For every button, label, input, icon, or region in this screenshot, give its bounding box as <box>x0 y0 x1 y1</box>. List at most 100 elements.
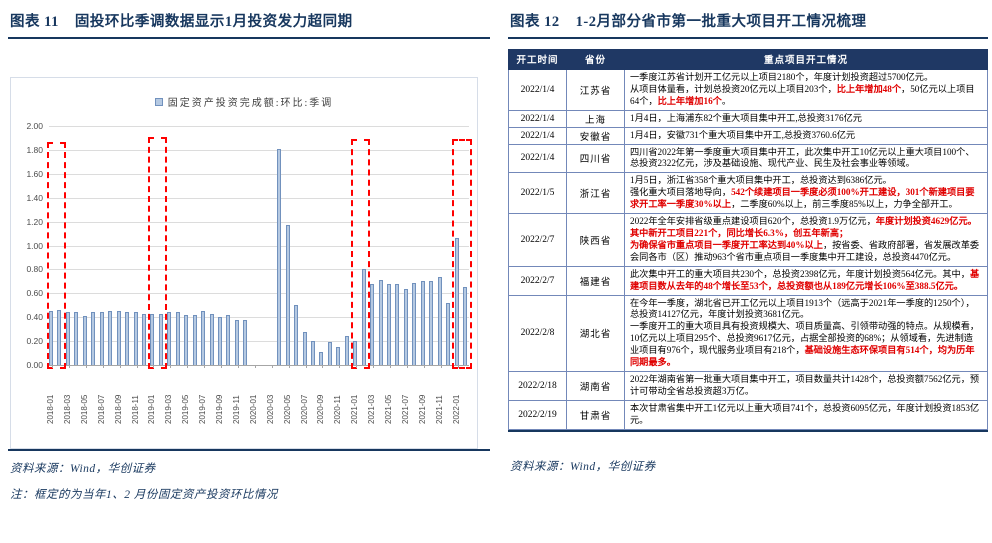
x-axis-tick <box>373 365 375 368</box>
figure-11-note: 注：框定的为当年1、2 月份固定资产投资环比情况 <box>10 489 278 501</box>
jan-feb-highlight-box <box>350 139 371 369</box>
bar <box>201 311 206 365</box>
detail-text: 此次集中开工的重大项目共230个，总投资2398亿元，年度计划投资564亿元。其… <box>630 268 970 279</box>
x-axis-tick-label: 2021-07 <box>400 394 410 424</box>
figure-11-label: 图表 11 <box>10 14 59 30</box>
x-axis-tick <box>390 365 391 368</box>
highlighted-text: 基础设施生态环保项目有514个，均为历年同期最多。 <box>630 345 975 368</box>
highlighted-text: 基建项目数从去年的48个增长至53个，总投资额也从189亿元增长106%至388… <box>630 268 980 291</box>
figure-12-bottom-rule <box>508 429 988 432</box>
cell-province: 福建省 <box>566 265 625 296</box>
gridline <box>49 269 469 271</box>
x-axis-tick <box>153 365 155 368</box>
figure-11-bottom-rule <box>8 449 490 451</box>
cell-province: 江苏省 <box>566 69 625 111</box>
y-axis-tick-label: 0.80 <box>26 264 43 275</box>
detail-paragraph: 1月4日，上海浦东82个重大项目集中开工,总投资3176亿元 <box>630 113 982 125</box>
bar <box>133 312 138 365</box>
bar <box>437 276 442 365</box>
bar <box>302 331 307 365</box>
detail-text: ，按省委、省政府部署，省发展改革委会同各市（区）推动963个省市重点项目一季度集… <box>630 239 980 262</box>
bar <box>344 336 349 365</box>
figure-11-source: 资料来源：Wind，华创证券 <box>10 463 156 475</box>
bar <box>234 319 239 365</box>
legend-square-icon <box>154 97 163 106</box>
highlighted-text: 比上年增加16个 <box>657 95 722 106</box>
detail-text: 一季度开工的重大项目具有投资规模大、项目质量高、引领带动强的特点。从规模看，10… <box>630 321 980 356</box>
jan-feb-highlight-box <box>452 139 472 369</box>
bar <box>150 313 155 365</box>
cell-project-details: 2022年湖南省第一批重大项目集中开工，项目数量共计1428个，总投资额7562… <box>624 370 988 401</box>
bar <box>57 310 62 365</box>
x-axis-tick-label: 2020-05 <box>282 394 292 424</box>
x-axis-tick <box>170 365 172 368</box>
x-axis-tick <box>305 365 307 368</box>
bar <box>116 311 121 365</box>
x-axis-tick-label: 2022-01 <box>451 394 461 424</box>
gridline <box>49 245 469 247</box>
x-axis-tick-label: 2021-05 <box>384 394 393 424</box>
x-axis-tick <box>85 365 87 368</box>
x-axis-tick <box>136 365 138 368</box>
gridline <box>49 317 469 319</box>
cell-start-date: 2022/2/7 <box>508 213 567 267</box>
bar <box>378 280 383 365</box>
bar <box>353 341 358 365</box>
x-axis-tick-label: 2019-01 <box>147 394 157 424</box>
table-row: 2022/2/19 甘肃省 本次甘肃省集中开工1亿元以上重大项目741个，总投资60… <box>508 399 988 430</box>
cell-province: 四川省 <box>566 143 625 174</box>
cell-project-details: 此次集中开工的重大项目共230个，总投资2398亿元，年度计划投资564亿元。其… <box>624 265 988 296</box>
bar <box>125 312 130 365</box>
y-axis-tick-label: 1.60 <box>26 168 43 179</box>
y-axis-tick-label: 1.20 <box>26 216 43 227</box>
table-row: 2022/2/7 福建省 此次集中开工的重大项目共230个，总投资2398亿元，年度… <box>508 265 988 296</box>
bar <box>420 281 425 365</box>
detail-paragraph: 1月5日，浙江省358个重大项目集中开工，总投资达到6386亿元。 <box>630 175 982 187</box>
x-axis-tick <box>406 365 408 368</box>
cell-project-details: 1月4日，安徽731个重大项目集中开工,总投资3760.6亿元 <box>624 126 988 145</box>
bar <box>99 312 104 365</box>
detail-paragraph: 2022年湖南省第一批重大项目集中开工，项目数量共计1428个，总投资额7562… <box>630 374 982 398</box>
legend-label: 固定资产投资完成额:环比:季调 <box>167 98 334 109</box>
bar <box>310 341 315 365</box>
x-axis-tick <box>271 365 273 368</box>
highlighted-text: 为确保省市重点项目一季度开工率达到40%以上 <box>630 239 823 250</box>
table-row: 2022/1/5 浙江省 1月5日，浙江省358个重大项目集中开工，总投资达到638… <box>508 172 988 215</box>
bar <box>429 281 434 365</box>
header-start-date: 开工时间 <box>508 49 567 70</box>
gridline <box>49 173 469 175</box>
x-axis-tick <box>440 365 442 368</box>
cell-project-details: 本次甘肃省集中开工1亿元以上重大项目741个，总投资6095亿元，年度计划投资1… <box>624 399 988 430</box>
x-axis-tick-label: 2020-11 <box>333 395 343 424</box>
detail-paragraph: 在今年一季度，湖北省已开工亿元以上项目1913个（远高于2021年一季度的125… <box>630 298 982 322</box>
gridline <box>49 341 469 343</box>
detail-text: 在今年一季度，湖北省已开工亿元以上项目1913个（远高于2021年一季度的125… <box>630 297 975 320</box>
gridline <box>49 197 469 199</box>
y-axis-tick-label: 0.40 <box>26 312 43 323</box>
table-row: 2022/1/4 四川省 四川省2022年第一季度重大项目集中开工，此次集中开工10… <box>508 143 988 174</box>
highlighted-text: 年度计划投资4629亿元。其中新开工项目221个，同比增长6.3%，创五年新高； <box>630 216 977 238</box>
cell-start-date: 2022/2/19 <box>508 399 567 430</box>
cell-start-date: 2022/1/4 <box>508 109 567 128</box>
detail-text: 1月4日，上海浦东82个重大项目集中开工,总投资3176亿元 <box>630 112 862 123</box>
detail-paragraph: 一季度开工的重大项目具有投资规模大、项目质量高、引领带动强的特点。从规模看，10… <box>630 321 982 369</box>
bar <box>446 302 451 365</box>
x-axis-tick <box>322 365 324 368</box>
detail-paragraph: 2022年全年安排省级重点建设项目620个，总投资1.9万亿元，年度计划投资46… <box>630 216 982 240</box>
table-header-row: 开工时间 省份 重点项目开工情况 <box>508 49 988 70</box>
cell-start-date: 2022/2/18 <box>508 370 567 401</box>
x-axis-tick-label: 2021-11 <box>434 395 444 424</box>
bar <box>412 282 417 365</box>
bar <box>218 317 222 365</box>
gridline <box>49 221 469 223</box>
cell-province: 安徽省 <box>566 126 625 145</box>
detail-text: 强化重大项目落地导向， <box>630 187 732 198</box>
bar <box>167 312 172 365</box>
bar <box>395 283 400 365</box>
bar <box>327 342 332 365</box>
x-axis-tick-label: 2019-07 <box>198 394 208 424</box>
detail-text: ，二季度60%以上，前三季度85%以上，力争全部开工。 <box>731 199 958 210</box>
detail-paragraph: 四川省2022年第一季度重大项目集中开工，此次集中开工10亿元以上重大项目100… <box>630 147 982 171</box>
table-row: 2022/1/4 上海 1月4日，上海浦东82个重大项目集中开工,总投资3176亿元 <box>508 109 988 128</box>
